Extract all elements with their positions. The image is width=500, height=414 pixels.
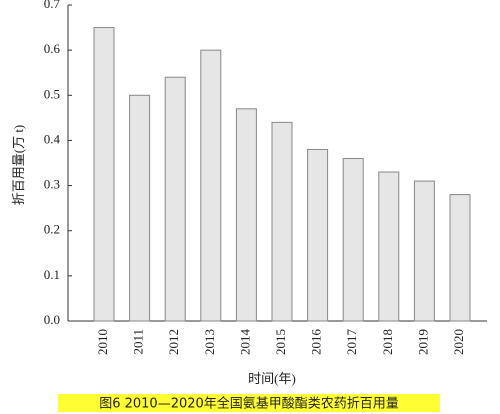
y-tick-label: 0.2	[44, 222, 60, 237]
x-tick-label: 2015	[273, 329, 288, 355]
y-tick-label: 0.5	[44, 86, 60, 101]
bar	[307, 148, 329, 322]
bar	[378, 171, 400, 322]
x-tick-label: 2016	[309, 329, 324, 356]
x-tick-label: 2020	[451, 329, 466, 355]
chart-caption: 图6 2010—2020年全国氨基甲酸酯类农药折百用量	[99, 396, 399, 412]
x-tick-label: 2014	[237, 329, 252, 356]
x-tick-label: 2019	[415, 329, 430, 355]
caption-highlight	[58, 394, 440, 412]
bar	[342, 157, 364, 322]
y-tick-label: 0.7	[44, 0, 61, 11]
x-tick-label: 2018	[380, 329, 395, 355]
bar	[164, 76, 186, 322]
y-tick-label: 0.6	[44, 41, 61, 56]
bar	[93, 27, 115, 322]
y-tick-label: 0.1	[44, 267, 60, 282]
bar	[129, 94, 151, 322]
x-tick-label: 2010	[95, 329, 110, 355]
y-tick-label: 0.4	[44, 131, 61, 146]
x-axis-label: 时间(年)	[248, 371, 296, 386]
x-tick-label: 2011	[131, 329, 146, 355]
bar	[449, 194, 471, 322]
x-tick-label: 2012	[166, 329, 181, 355]
x-tick-label: 2013	[202, 329, 217, 355]
bar	[235, 108, 257, 322]
bar	[413, 180, 435, 322]
y-axis-label: 折百用量(万 t)	[11, 125, 26, 206]
y-tick-label: 0.3	[44, 177, 60, 192]
y-tick-label: 0.0	[44, 312, 60, 327]
x-tick-label: 2017	[344, 329, 359, 356]
bar	[200, 49, 222, 322]
bar	[271, 121, 293, 322]
